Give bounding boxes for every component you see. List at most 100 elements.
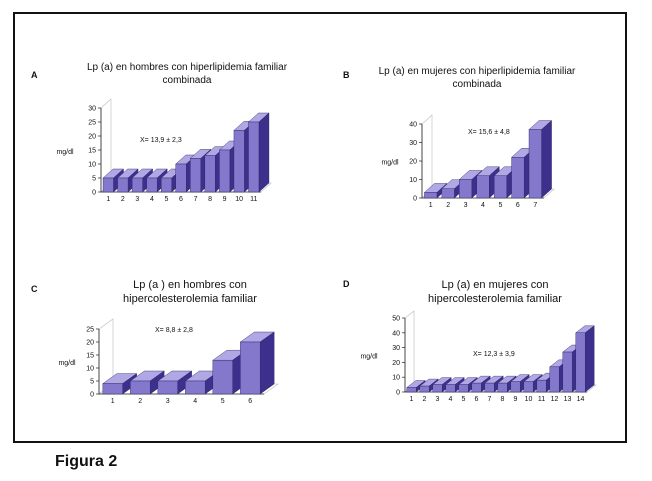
bar — [432, 384, 443, 393]
y-tick-label: 5 — [90, 379, 94, 386]
x-tick-label: 6 — [475, 396, 479, 403]
x-tick-label: 1 — [111, 398, 115, 405]
y-tick-label: 10 — [409, 177, 417, 184]
panel-a-title: Lp (a) en hombres con hiperlipidemia fam… — [67, 62, 307, 87]
bar — [190, 158, 201, 193]
y-axis-label: mg/dl — [56, 149, 74, 156]
y-tick-label: 0 — [396, 390, 400, 397]
y-tick-label: 20 — [392, 360, 400, 367]
panel-label-b: B — [343, 70, 350, 80]
panel-a: A Lp (a) en hombres con hiperlipidemia f… — [15, 14, 320, 219]
x-tick-label: 1 — [106, 196, 110, 203]
x-tick-label: 3 — [464, 202, 468, 209]
bar — [441, 188, 455, 199]
panel-c: C Lp (a ) en hombres con hipercolesterol… — [15, 239, 320, 439]
bar — [497, 382, 508, 393]
panel-d: D Lp (a) en mujeres con hipercolesterole… — [320, 239, 625, 439]
bar — [528, 129, 542, 199]
y-tick-label: 10 — [86, 366, 94, 373]
y-tick-label: 15 — [88, 148, 96, 155]
x-tick-label: 1 — [429, 202, 433, 209]
panel-label-a: A — [31, 70, 38, 80]
panel-d-title-line-2: hipercolesterolemia familiar — [428, 292, 562, 305]
x-tick-label: 5 — [165, 196, 169, 203]
bar — [511, 157, 525, 199]
y-tick-label: 0 — [90, 392, 94, 399]
x-tick-label: 5 — [498, 202, 502, 209]
bar — [240, 341, 261, 395]
x-tick-label: 5 — [221, 398, 225, 405]
bar — [536, 379, 547, 393]
panel-b: B Lp (a) en mujeres con hiperlipidemia f… — [320, 14, 625, 219]
x-tick-label: 7 — [194, 196, 198, 203]
chart-b: 0 10 20 30 40 mg/dl X= 15,6 ± 4,8 1 2 3 4 5 6 7 — [381, 114, 555, 209]
y-axis-label: mg/dl — [360, 354, 378, 361]
panel-a-title-line-2: combinada — [162, 74, 212, 86]
x-tick-label: 4 — [150, 196, 154, 203]
figure-caption: Figura 2 — [55, 453, 118, 470]
bar-side — [259, 331, 275, 395]
y-tick-label: 25 — [88, 120, 96, 127]
bar-side — [258, 112, 270, 193]
x-tick-label: 14 — [577, 396, 585, 403]
panel-label-c: C — [31, 284, 38, 294]
bar — [523, 381, 534, 393]
bar — [458, 384, 469, 393]
bar — [459, 179, 473, 199]
panel-c-title-line-2: hipercolesterolemia familiar — [123, 292, 257, 305]
bar — [549, 366, 560, 393]
y-tick-label: 0 — [92, 190, 96, 197]
mean-annotation: X= 15,6 ± 4,8 — [468, 129, 510, 136]
x-tick-label: 12 — [551, 396, 559, 403]
x-tick-label: 11 — [538, 396, 545, 403]
x-tick-label: 11 — [250, 196, 257, 203]
panel-b-title-line-2: combinada — [452, 78, 502, 90]
chart-side-wall — [404, 310, 415, 393]
bar — [157, 380, 178, 395]
x-tick-label: 8 — [501, 396, 505, 403]
panel-b-title: Lp (a) en mujeres con hiperlipidemia fam… — [352, 66, 602, 91]
x-tick-label: 3 — [135, 196, 139, 203]
x-tick-label: 9 — [514, 396, 518, 403]
x-tick-label: 6 — [248, 398, 252, 405]
x-tick-label: 2 — [138, 398, 142, 405]
bar — [161, 177, 172, 193]
y-tick-label: 20 — [88, 134, 96, 141]
y-tick-label: 0 — [413, 196, 417, 203]
x-tick-label: 3 — [166, 398, 170, 405]
bar — [562, 351, 573, 393]
bar — [131, 177, 143, 193]
y-tick-label: 15 — [86, 353, 94, 360]
x-tick-label: 6 — [516, 202, 520, 209]
bar — [510, 381, 521, 393]
y-tick-label: 30 — [409, 140, 417, 147]
y-tick-label: 25 — [86, 327, 94, 334]
bar — [117, 177, 129, 193]
bar — [185, 380, 206, 395]
x-tick-label: 10 — [235, 196, 243, 203]
x-tick-label: 13 — [564, 396, 572, 403]
x-tick-label: 4 — [193, 398, 197, 405]
bar — [146, 177, 158, 193]
x-tick-label: 2 — [121, 196, 125, 203]
panel-b-title-line-1: Lp (a) en mujeres con hiperlipidemia fam… — [378, 66, 576, 77]
x-tick-label: 5 — [462, 396, 466, 403]
x-tick-label: 2 — [446, 202, 450, 209]
x-tick-label: 4 — [481, 202, 485, 209]
bar — [424, 192, 438, 199]
y-tick-label: 40 — [392, 330, 400, 337]
mean-annotation: X= 8,8 ± 2,8 — [155, 327, 193, 334]
y-axis-label: mg/dl — [58, 360, 76, 367]
y-tick-label: 30 — [392, 345, 400, 352]
bar — [484, 382, 495, 393]
y-axis-label: mg/dl — [381, 160, 399, 167]
bar-side — [541, 120, 552, 199]
y-tick-label: 20 — [409, 159, 417, 166]
chart-side-wall — [421, 114, 433, 199]
mean-annotation: X= 13,9 ± 2,3 — [140, 137, 182, 144]
bar — [130, 380, 151, 395]
panel-d-title: Lp (a) en mujeres con hipercolesterolemi… — [390, 279, 600, 307]
bar — [102, 177, 114, 193]
panel-c-title-line-1: Lp (a ) en hombres con — [133, 279, 247, 291]
